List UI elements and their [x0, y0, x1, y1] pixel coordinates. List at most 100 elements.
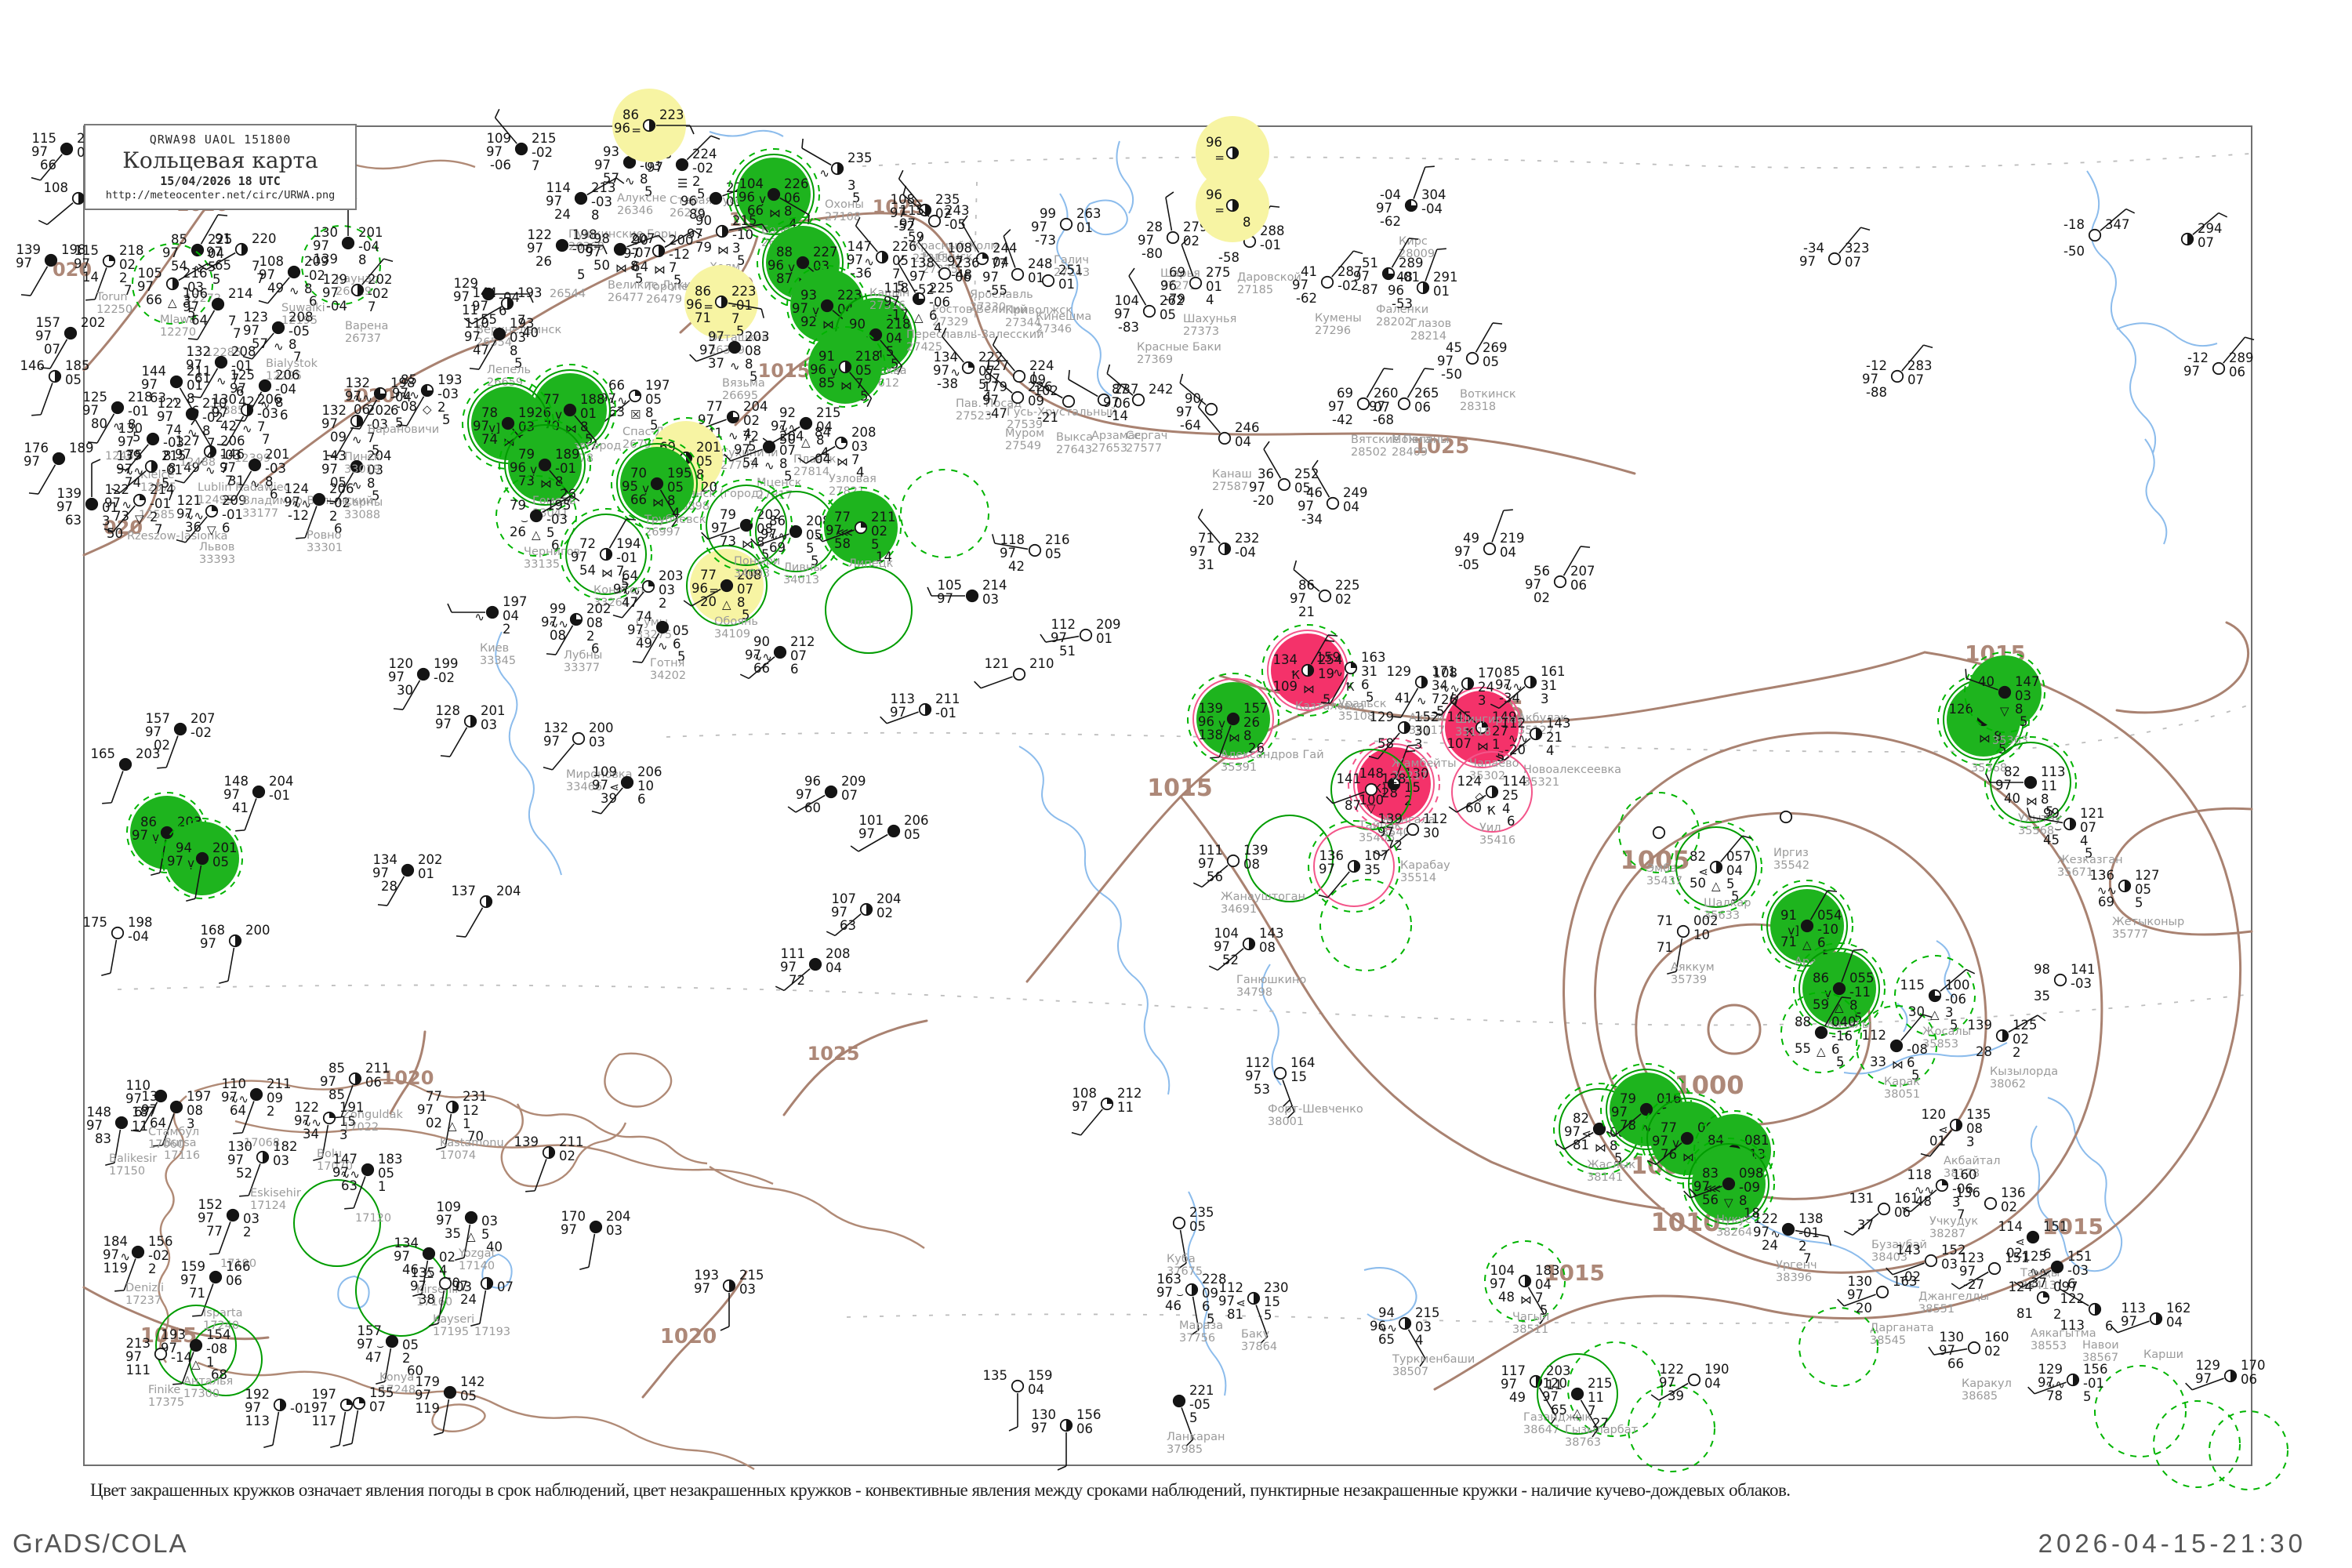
svg-text:24: 24	[1478, 680, 1494, 695]
svg-text:207: 207	[1570, 564, 1595, 579]
svg-text:249: 249	[1343, 485, 1368, 500]
svg-text:Охоны: Охоны	[825, 198, 864, 211]
svg-text:06: 06	[2229, 365, 2245, 379]
svg-text:113: 113	[2041, 764, 2066, 779]
svg-text:104: 104	[1115, 293, 1140, 308]
svg-text:26346: 26346	[617, 205, 653, 217]
svg-text:136: 136	[2001, 1185, 2026, 1200]
isobar-line	[1707, 1004, 1762, 1055]
cloud-cover-symbol	[927, 214, 942, 228]
wind-barb	[974, 676, 1013, 689]
wind-barb	[826, 913, 862, 937]
svg-text:-04: -04	[358, 239, 379, 254]
svg-text:-83: -83	[1118, 320, 1139, 335]
svg-text:-08: -08	[396, 399, 417, 414]
svg-text:106: 106	[183, 286, 209, 301]
svg-text:129: 129	[454, 276, 479, 291]
graticule-line	[117, 984, 2252, 1026]
wind-barb	[1181, 1407, 1194, 1446]
cloud-cover-symbol	[1592, 1122, 1606, 1136]
svg-text:-01: -01	[1260, 238, 1281, 252]
svg-text:86: 86	[140, 815, 157, 829]
wind-barb	[2027, 1381, 2067, 1395]
svg-text:27523: 27523	[956, 410, 992, 423]
cloud-cover-symbol	[189, 1338, 203, 1352]
svg-text:-06: -06	[929, 295, 950, 310]
svg-text:97: 97	[86, 1118, 103, 1133]
svg-text:204: 204	[269, 774, 294, 789]
cloud-cover-symbol	[2024, 775, 2038, 789]
wind-barb	[586, 177, 625, 196]
svg-text:97: 97	[1319, 862, 1335, 877]
svg-text:185: 185	[65, 358, 90, 373]
svg-text:11: 11	[132, 1119, 148, 1134]
svg-text:7: 7	[532, 158, 540, 173]
svg-text:75: 75	[126, 448, 143, 463]
svg-text:8: 8	[696, 467, 705, 482]
svg-text:97: 97	[1611, 1105, 1628, 1120]
svg-text:04: 04	[1704, 1376, 1721, 1391]
wind-barb	[326, 472, 354, 503]
convective-ring	[1567, 1341, 1663, 1437]
svg-text:4: 4	[1206, 292, 1214, 307]
svg-text:5: 5	[891, 357, 899, 372]
wind-barb	[1450, 691, 1477, 724]
svg-text:28: 28	[1976, 1044, 1992, 1059]
svg-text:98: 98	[2034, 962, 2050, 977]
svg-text:97: 97	[230, 381, 246, 396]
svg-text:37: 37	[1857, 1218, 1874, 1232]
svg-text:147: 147	[848, 239, 873, 254]
svg-text:53: 53	[1254, 1082, 1270, 1097]
svg-text:5: 5	[737, 253, 746, 268]
svg-text:27577: 27577	[1126, 442, 1162, 455]
cloud-cover-symbol	[464, 1210, 478, 1225]
svg-text:01: 01	[418, 866, 434, 881]
svg-text:28202: 28202	[1376, 316, 1412, 328]
svg-text:5: 5	[742, 608, 750, 622]
svg-text:42: 42	[1008, 559, 1025, 574]
svg-text:130: 130	[1032, 1407, 1057, 1422]
svg-text:-17: -17	[887, 307, 909, 322]
svg-text:27814: 27814	[793, 466, 829, 478]
wind-barb	[130, 1102, 158, 1132]
svg-text:97: 97	[711, 521, 728, 535]
svg-text:35302: 35302	[1469, 770, 1505, 782]
svg-text:86: 86	[1813, 971, 1829, 985]
svg-text:215: 215	[732, 213, 757, 228]
svg-text:∿∿: ∿∿	[292, 497, 311, 511]
cloud-cover-symbol	[1204, 402, 1218, 416]
svg-text:-21: -21	[1037, 410, 1058, 425]
svg-text:07: 07	[1907, 372, 1924, 387]
svg-text:30: 30	[397, 683, 413, 698]
svg-text:01: 01	[1028, 270, 1044, 285]
svg-text:06: 06	[1114, 396, 1131, 411]
svg-text:34: 34	[303, 1127, 319, 1142]
svg-text:35853: 35853	[1922, 1038, 1958, 1051]
svg-text:127: 127	[176, 434, 201, 448]
isobar-line	[82, 1286, 270, 1341]
svg-text:275: 275	[1206, 265, 1231, 280]
svg-text:⋈: ⋈	[840, 379, 852, 393]
svg-text:Бузаубай: Бузаубай	[1871, 1239, 1927, 1251]
svg-text:161: 161	[1894, 1191, 1919, 1206]
svg-text:96: 96	[1198, 714, 1214, 729]
svg-text:Denizli: Denizli	[125, 1282, 164, 1294]
svg-text:5: 5	[750, 369, 758, 384]
svg-text:132: 132	[187, 344, 212, 359]
wind-barb	[1312, 459, 1330, 498]
render-timestamp: 2026-04-15-21:30	[2038, 1529, 2307, 1558]
svg-text:38051: 38051	[1884, 1088, 1920, 1101]
svg-text:7: 7	[851, 452, 860, 467]
map-title: Кольцевая карта	[122, 147, 318, 173]
svg-text:Гусь-Хрустальный: Гусь-Хрустальный	[1007, 406, 1116, 419]
svg-text:04: 04	[816, 419, 833, 434]
svg-text:8: 8	[1994, 729, 2002, 744]
svg-text:8: 8	[358, 252, 367, 267]
map-datetime: 15/04/2026 18 UTC	[160, 174, 281, 188]
